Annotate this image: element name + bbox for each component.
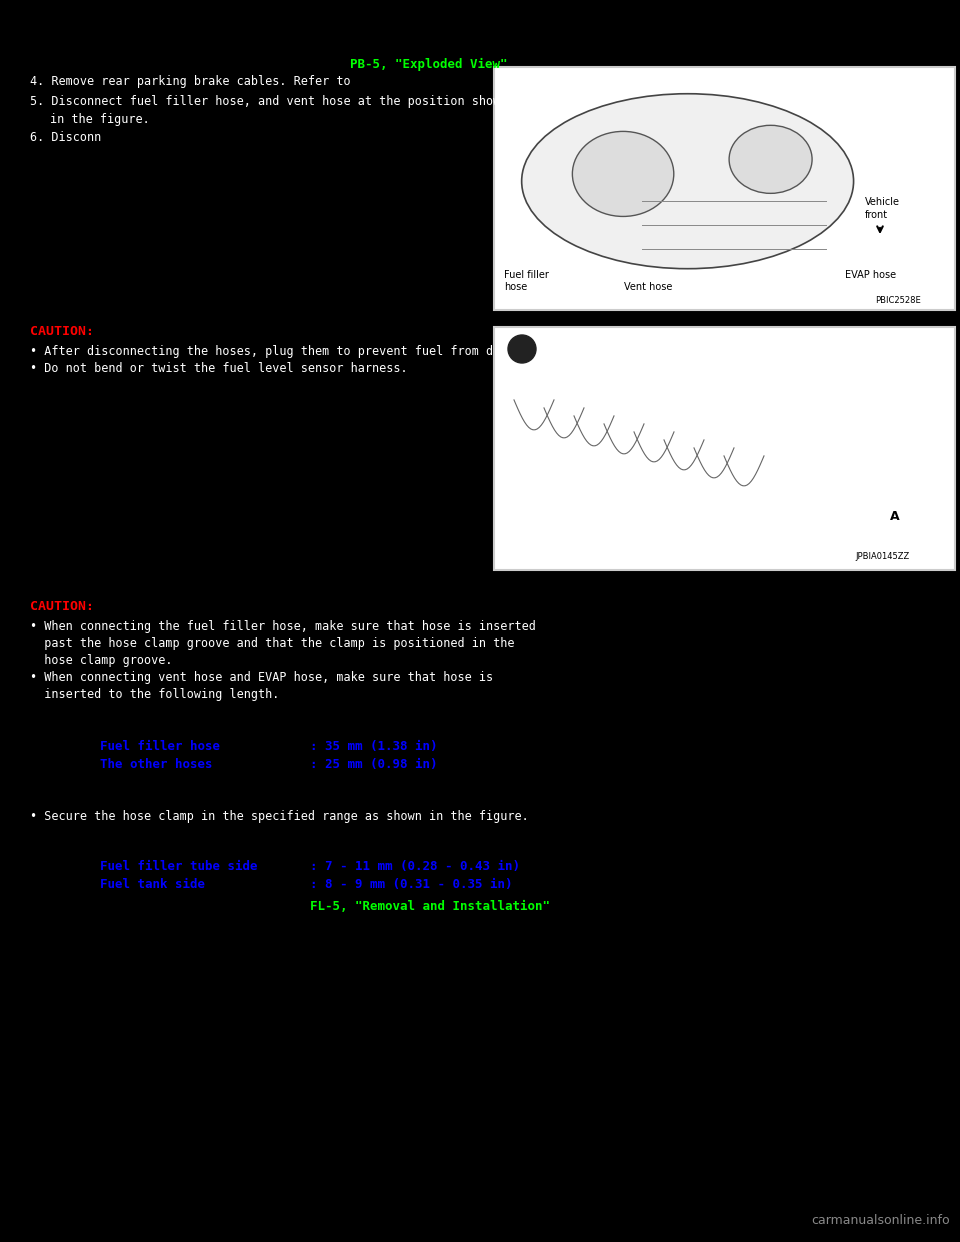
Text: PB-5, "Exploded View": PB-5, "Exploded View" [350, 58, 508, 71]
Text: • When connecting the fuel filler hose, make sure that hose is inserted: • When connecting the fuel filler hose, … [30, 620, 536, 633]
Bar [494, 327, 955, 570]
Text: in the figure.: in the figure. [50, 113, 150, 125]
Text: : 8 - 9 mm (0.31 - 0.35 in): : 8 - 9 mm (0.31 - 0.35 in) [310, 878, 513, 891]
Text: past the hose clamp groove and that the clamp is positioned in the: past the hose clamp groove and that the … [30, 637, 515, 650]
Text: hose: hose [504, 282, 527, 292]
Text: : 25 mm (0.98 in): : 25 mm (0.98 in) [310, 758, 438, 771]
Ellipse shape [729, 125, 812, 194]
Text: : 35 mm (1.38 in): : 35 mm (1.38 in) [310, 740, 438, 753]
Text: CAUTION:: CAUTION: [30, 600, 94, 614]
Text: PBIC2528E: PBIC2528E [875, 296, 921, 306]
Text: 1: 1 [518, 343, 526, 353]
Text: 4. Remove rear parking brake cables. Refer to: 4. Remove rear parking brake cables. Ref… [30, 75, 350, 88]
Text: • Do not bend or twist the fuel level sensor harness.: • Do not bend or twist the fuel level se… [30, 361, 408, 375]
Text: Fuel filler hose: Fuel filler hose [100, 740, 220, 753]
Text: Vent hose: Vent hose [624, 282, 672, 292]
Text: JPBIA0145ZZ: JPBIA0145ZZ [855, 551, 909, 561]
Text: Vehicle: Vehicle [865, 197, 900, 207]
Text: Fuel filler tube side: Fuel filler tube side [100, 859, 257, 873]
Ellipse shape [521, 93, 853, 268]
Text: Fuel tank side: Fuel tank side [100, 878, 205, 891]
Text: The other hoses: The other hoses [100, 758, 212, 771]
Bar [494, 67, 955, 310]
Text: front: front [865, 210, 888, 220]
Circle shape [508, 335, 536, 363]
Text: A: A [890, 510, 900, 523]
Text: • Secure the hose clamp in the specified range as shown in the figure.: • Secure the hose clamp in the specified… [30, 810, 529, 823]
Text: CAUTION:: CAUTION: [30, 325, 94, 338]
Text: 6. Disconn: 6. Disconn [30, 130, 101, 144]
Text: hose clamp groove.: hose clamp groove. [30, 655, 173, 667]
Text: • After disconnecting the hoses, plug them to prevent fuel from draining.: • After disconnecting the hoses, plug th… [30, 345, 550, 358]
Text: EVAP hose: EVAP hose [845, 270, 896, 279]
Text: • When connecting vent hose and EVAP hose, make sure that hose is: • When connecting vent hose and EVAP hos… [30, 671, 493, 684]
Text: carmanualsonline.info: carmanualsonline.info [811, 1213, 950, 1227]
Text: 5. Disconnect fuel filler hose, and vent hose at the position shown: 5. Disconnect fuel filler hose, and vent… [30, 94, 508, 108]
Text: FL-5, "Removal and Installation": FL-5, "Removal and Installation" [310, 900, 550, 913]
Text: : 7 - 11 mm (0.28 - 0.43 in): : 7 - 11 mm (0.28 - 0.43 in) [310, 859, 520, 873]
Ellipse shape [572, 132, 674, 216]
Text: inserted to the following length.: inserted to the following length. [30, 688, 279, 700]
Text: Fuel filler: Fuel filler [504, 270, 549, 279]
